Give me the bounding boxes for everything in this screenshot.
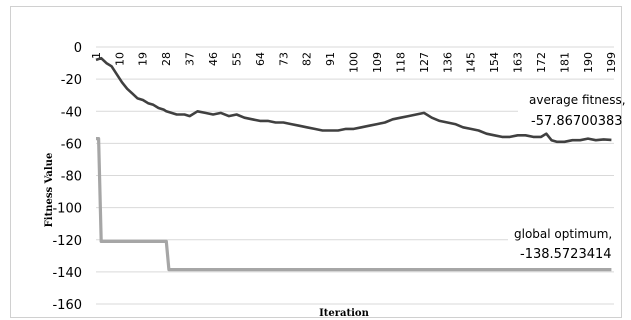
- x-tick-label: 181: [558, 52, 571, 73]
- y-tick-label: 0: [74, 41, 82, 56]
- x-tick-label: 136: [441, 52, 454, 73]
- y-axis-title: Fitness Value: [44, 153, 55, 228]
- y-tick-label: -80: [61, 170, 82, 185]
- x-tick-label: 46: [207, 52, 220, 66]
- x-tick-label: 1: [90, 52, 103, 59]
- y-tick-label: -120: [52, 234, 82, 249]
- global-annotation-value: -138.5723414: [520, 247, 612, 262]
- x-tick-label: 37: [184, 52, 197, 66]
- y-tick-label: -160: [52, 298, 82, 313]
- x-tick-label: 82: [301, 52, 314, 66]
- x-tick-label: 172: [535, 52, 548, 73]
- average-annotation-value: -57.86700383: [531, 114, 623, 129]
- y-tick-label: -140: [52, 266, 82, 281]
- global-annotation-box: [508, 225, 618, 267]
- x-axis-title: Iteration: [319, 308, 369, 319]
- average-fitness-line: [95, 56, 612, 144]
- x-tick-label: 28: [160, 52, 173, 66]
- global-optimum-line: [96, 137, 612, 272]
- x-tick-label: 118: [394, 52, 407, 73]
- x-tick-label: 64: [254, 52, 267, 66]
- y-tick-label: -40: [61, 105, 82, 120]
- x-tick-label: 127: [418, 52, 431, 73]
- average-annotation-box: [518, 87, 620, 129]
- x-tick-label: 199: [605, 52, 618, 73]
- x-tick-label: 91: [324, 52, 337, 66]
- x-tick-label: 10: [113, 52, 126, 66]
- y-tick-label: -20: [61, 73, 82, 88]
- series-layer: [95, 56, 612, 272]
- x-tick-label: 145: [465, 52, 478, 73]
- x-tick-label: 190: [582, 52, 595, 73]
- x-tick-label: 109: [371, 52, 384, 73]
- average-annotation-label: average fitness,: [529, 93, 626, 107]
- y-tick-label: -60: [61, 137, 82, 152]
- x-tick-label: 73: [277, 52, 290, 66]
- global-annotation-label: global optimum,: [514, 227, 612, 241]
- x-tick-labels: 1 10 19 28 37 46 55 64 73 82 91 100 109 118 127 136 145 1…: [90, 52, 618, 73]
- x-tick-label: 19: [137, 52, 150, 66]
- x-tick-label: 100: [348, 52, 361, 73]
- y-tick-label: -100: [52, 202, 82, 217]
- y-tick-labels: 0 -20 -40 -60 -80 -100 -120 -140 -160: [52, 41, 82, 313]
- x-tick-label: 163: [512, 52, 525, 73]
- x-tick-label: 154: [488, 52, 501, 73]
- x-tick-label: 55: [230, 52, 243, 66]
